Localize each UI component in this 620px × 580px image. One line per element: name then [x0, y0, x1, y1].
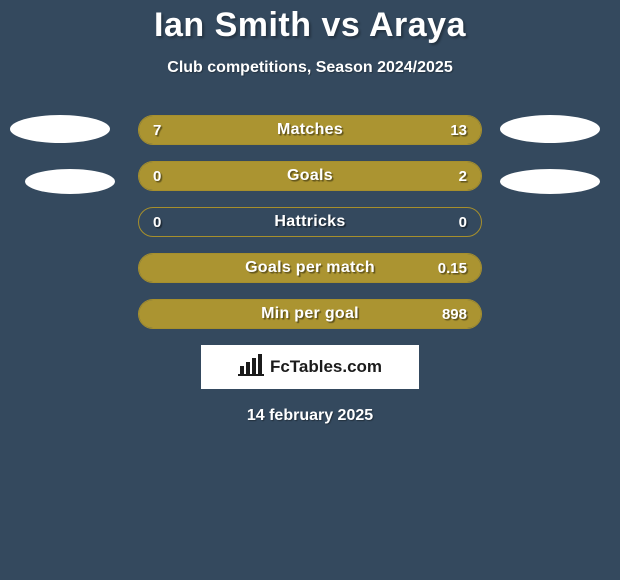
- stat-row: 0 Hattricks 0: [138, 207, 482, 237]
- stat-label: Goals per match: [245, 259, 375, 277]
- player-logo-right-2: [500, 169, 600, 194]
- stat-value-right: 0: [459, 208, 467, 236]
- subtitle: Club competitions, Season 2024/2025: [0, 59, 620, 77]
- bar-chart-icon: [238, 354, 264, 381]
- stat-label: Min per goal: [261, 305, 359, 323]
- stat-value-left: 0: [153, 162, 161, 190]
- stat-value-right: 0.15: [438, 254, 467, 282]
- player-logo-right-1: [500, 115, 600, 143]
- stat-value-right: 898: [442, 300, 467, 328]
- player-logo-left-2: [25, 169, 115, 194]
- stat-label: Goals: [287, 167, 333, 185]
- stat-label: Hattricks: [274, 213, 345, 231]
- page-title: Ian Smith vs Araya: [0, 6, 620, 45]
- comparison-card: Ian Smith vs Araya Club competitions, Se…: [0, 0, 620, 425]
- date-text: 14 february 2025: [0, 407, 620, 425]
- player-logo-left-1: [10, 115, 110, 143]
- stat-label: Matches: [277, 121, 343, 139]
- stat-value-right: 2: [459, 162, 467, 190]
- stat-row: Goals per match 0.15: [138, 253, 482, 283]
- stats-area: 7 Matches 13 0 Goals 2 0 Hattricks 0 Goa…: [0, 115, 620, 425]
- stat-row: 7 Matches 13: [138, 115, 482, 145]
- stat-value-left: 0: [153, 208, 161, 236]
- stat-value-right: 13: [450, 116, 467, 144]
- stat-value-left: 7: [153, 116, 161, 144]
- stat-row: Min per goal 898: [138, 299, 482, 329]
- branding-badge[interactable]: FcTables.com: [201, 345, 419, 389]
- stat-row: 0 Goals 2: [138, 161, 482, 191]
- branding-text: FcTables.com: [270, 357, 382, 377]
